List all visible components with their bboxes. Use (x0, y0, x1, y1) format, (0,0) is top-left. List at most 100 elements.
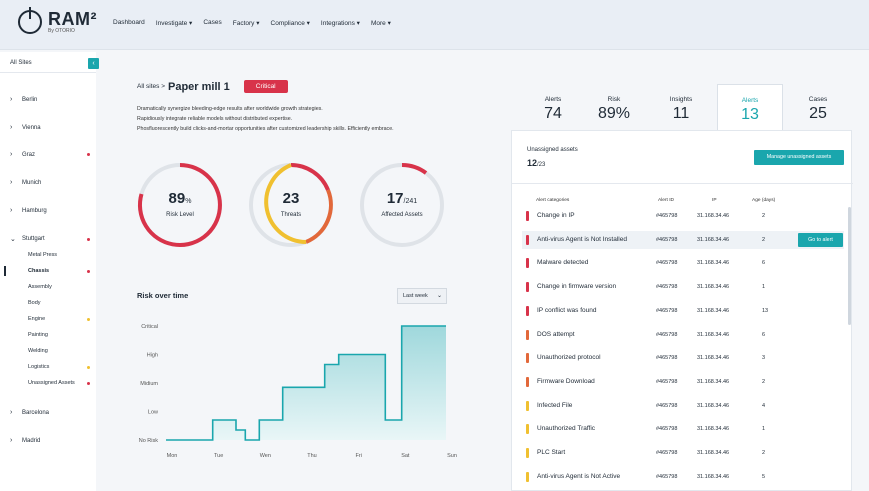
sidebar-header: All Sites (10, 60, 32, 66)
alert-id: #465798 (656, 450, 678, 456)
alert-row[interactable]: Anti-virus Agent is Not Installed #465798… (522, 230, 844, 249)
nav-dashboard[interactable]: Dashboard (113, 19, 145, 26)
risk-area (166, 326, 446, 440)
alert-id: #465798 (656, 307, 678, 314)
sidebar-site-label: Berlin (22, 96, 38, 103)
alert-row[interactable]: Malware detected #465798 31.168.34.46 6 (522, 254, 844, 272)
status-dot (87, 270, 90, 273)
nav-factory[interactable]: Factory ▾ (232, 20, 260, 27)
sidebar-subitem[interactable]: Engine (28, 316, 92, 322)
sidebar-subitem-label: Logistics (28, 364, 50, 370)
sidebar-site-madrid[interactable]: › Madrid (10, 437, 92, 444)
alert-age: 2 (762, 450, 766, 456)
tab-alerts[interactable]: Alerts 74 (520, 84, 586, 130)
chevron-icon: › (10, 151, 13, 158)
column-header[interactable]: Alert categories (536, 198, 570, 203)
nav-compliance[interactable]: Compliance ▾ (270, 20, 310, 27)
sidebar-site-berlin[interactable]: › Berlin (10, 96, 92, 103)
sidebar-subitem[interactable]: Painting (28, 332, 92, 338)
alert-row[interactable]: PLC Start #465798 31.168.34.46 2 (522, 444, 844, 462)
gauge-label: Risk Level (166, 212, 194, 218)
sidebar-subitem[interactable]: Chassis (28, 268, 92, 274)
sidebar-subitem[interactable]: Body (28, 300, 92, 306)
sidebar-site-graz[interactable]: › Graz (10, 151, 92, 158)
alert-ip: 31.168.34.46 (697, 355, 730, 362)
column-header[interactable]: Alert ID (658, 198, 674, 203)
tab-value: 13 (741, 106, 759, 123)
sidebar-subitem-label: Unassigned Assets (28, 380, 75, 386)
sidebar-site-barcelona[interactable]: › Barcelona (10, 409, 92, 416)
tab-value: 89% (597, 105, 631, 122)
scrollbar[interactable] (848, 207, 851, 325)
alert-row[interactable]: DOS attempt #465798 31.168.34.46 6 (522, 326, 844, 344)
x-tick-label: Sun (447, 453, 457, 459)
sidebar-site-label: Madrid (22, 437, 41, 444)
severity-bar (526, 282, 529, 293)
chevron-down-icon: ⌄ (436, 293, 442, 299)
power-icon (18, 7, 42, 34)
alert-row[interactable]: Infected File #465798 31.168.34.46 4 (522, 397, 844, 415)
sidebar-subitem[interactable]: Unassigned Assets (28, 380, 92, 386)
breadcrumb-all-sites[interactable]: All sites > (137, 83, 165, 90)
tab-alerts-active[interactable]: Alerts 13 (717, 84, 783, 130)
y-tick-label: Midium (140, 381, 158, 387)
main-nav: Dashboard Investigate ▾ Cases Factory ▾ … (113, 19, 402, 27)
alert-id: #465798 (656, 331, 678, 338)
unassigned-title: Unassigned assets (527, 147, 578, 153)
alert-age: 2 (762, 213, 766, 219)
status-dot (87, 318, 90, 321)
unassigned-total: /23 (537, 162, 546, 168)
alert-age: 3 (762, 355, 766, 362)
column-header[interactable]: IP (712, 198, 717, 203)
sidebar-site-stuttgart[interactable]: ⌄ Stuttgart (10, 235, 92, 243)
alert-id: #465798 (656, 260, 678, 267)
alert-row[interactable]: Unauthorized Traffic #465798 31.168.34.46 1 (522, 420, 844, 438)
alert-age: 2 (762, 378, 766, 385)
alert-category: Change in firmware version (537, 283, 617, 291)
tab-label: Cases (808, 96, 828, 103)
sidebar-subitem-label: Welding (28, 348, 48, 354)
chevron-icon: › (10, 96, 13, 103)
divider (0, 72, 96, 73)
alert-age: 2 (762, 236, 766, 243)
alert-category: DOS attempt (537, 330, 575, 338)
manage-unassigned-button[interactable]: Manage unassigned assets (754, 150, 844, 165)
alert-row[interactable]: Anti-virus Agent is Not Active #465798 31.… (522, 468, 844, 486)
nav-more[interactable]: More ▾ (370, 20, 391, 27)
threats-gauge: 23 Threats (248, 162, 334, 248)
sidebar-subitem[interactable]: Assembly (28, 284, 92, 290)
logo[interactable]: RAM² By OTORIO (18, 7, 97, 34)
sidebar-subitem[interactable]: Metal Press (28, 252, 92, 258)
alert-row[interactable]: IP conflict was found #465798 31.168.34.46… (522, 302, 844, 320)
tab-value: 11 (672, 105, 690, 122)
sidebar-subitem-label: Engine (28, 316, 46, 322)
severity-bar (526, 471, 529, 482)
tab-cases[interactable]: Cases 25 (785, 84, 851, 130)
period-select[interactable]: Last week ⌄ (397, 288, 447, 304)
alert-row[interactable]: Firmware Download #465798 31.168.34.46 2 (522, 373, 844, 391)
nav-investigate[interactable]: Investigate ▾ (155, 20, 193, 27)
tab-insights[interactable]: Insights 11 (648, 84, 714, 130)
sidebar-site-hamburg[interactable]: › Hamburg (10, 207, 92, 214)
column-header[interactable]: Age (days) (752, 198, 776, 203)
nav-integrations[interactable]: Integrations ▾ (320, 20, 360, 27)
collapse-icon[interactable]: ‹ (88, 58, 99, 69)
alert-row[interactable]: Change in IP #465798 31.168.34.46 2 (522, 207, 844, 225)
alert-ip: 31.168.34.46 (697, 236, 730, 243)
tab-risk[interactable]: Risk 89% (581, 84, 647, 130)
go-to-alert-button[interactable]: Go to alert (798, 232, 843, 247)
severity-bar (526, 211, 529, 221)
y-tick-label: No Risk (139, 438, 159, 444)
sidebar-subitem[interactable]: Logistics (28, 364, 92, 370)
alert-age: 5 (762, 473, 766, 480)
sidebar-site-munich[interactable]: › Munich (10, 179, 92, 186)
sidebar-subitem[interactable]: Welding (28, 348, 92, 354)
alert-row[interactable]: Unauthorized protocol #465798 31.168.34.46… (522, 349, 844, 367)
sidebar-site-label: Munich (22, 179, 42, 186)
alert-row[interactable]: Change in firmware version #465798 31.168.… (522, 278, 844, 296)
tab-label: Alerts (741, 97, 759, 104)
sidebar-site-vienna[interactable]: › Vienna (10, 124, 92, 131)
nav-cases[interactable]: Cases (203, 19, 222, 26)
alert-ip: 31.168.34.46 (697, 378, 730, 385)
metric-tabs: Alerts 74 Risk 89% Insights 11 Alerts 13… (520, 84, 852, 130)
